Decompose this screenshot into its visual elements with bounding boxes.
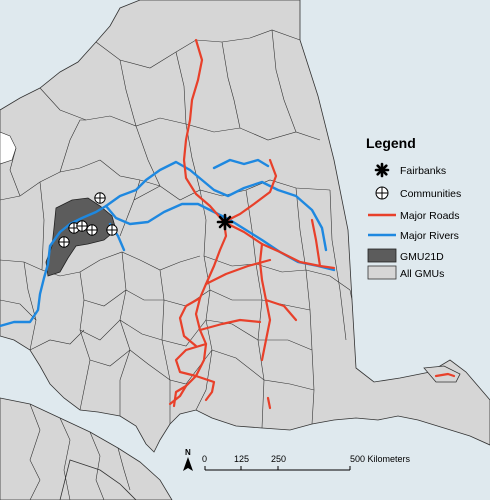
community-marker [58,236,70,248]
fairbanks-marker [216,213,234,231]
circle-plus-icon [375,186,389,200]
scale-tick-500: 500 Kilometers [350,454,411,464]
community-marker [94,192,106,204]
south-coast-land [0,397,173,500]
legend: Legend Fairbanks Communities Major Roads… [366,135,461,280]
legend-label-gmu21d: GMU21D [400,251,444,263]
white-region [0,131,17,165]
legend-label-fairbanks: Fairbanks [400,165,446,177]
scale-tick-125: 125 [234,454,249,464]
north-arrow-label: N [185,448,191,457]
scale-tick-0: 0 [202,454,207,464]
light-box-icon [367,265,397,280]
community-marker [86,224,98,236]
south-peninsula [59,459,137,500]
dark-box-icon [367,248,397,263]
north-arrow-icon: N [183,448,193,471]
scale-bar: 0 125 250 500 Kilometers [202,454,411,471]
communities [58,192,118,248]
legend-label-rivers: Major Rivers [400,230,459,242]
land-mass [0,0,490,453]
community-marker [106,224,118,236]
legend-title: Legend [366,135,416,151]
legend-label-roads: Major Roads [400,210,460,222]
legend-label-communities: Communities [400,188,461,200]
asterisk-icon [374,162,390,178]
scale-tick-250: 250 [271,454,286,464]
community-marker [76,220,88,232]
major-roads [168,38,456,410]
legend-label-all-gmus: All GMUs [400,268,444,280]
